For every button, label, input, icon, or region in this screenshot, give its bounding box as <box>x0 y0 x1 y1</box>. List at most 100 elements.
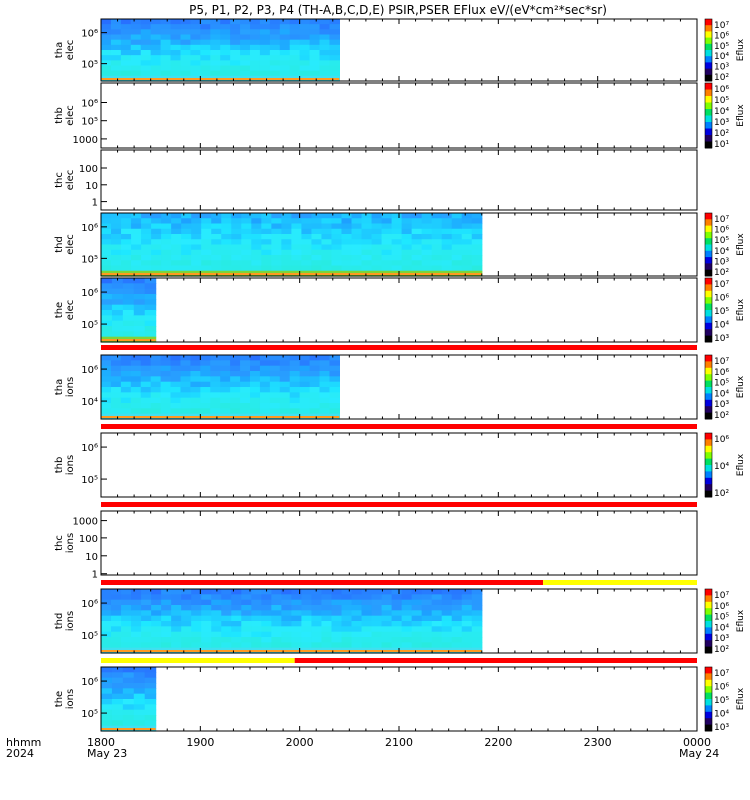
heatmap-cell <box>170 403 182 409</box>
heatmap-cell <box>281 213 292 219</box>
heatmap-cell <box>279 387 291 393</box>
heatmap-cell <box>451 255 463 261</box>
colorbar-segment <box>705 135 712 142</box>
colorbar-tick-label: 10⁴ <box>714 710 729 720</box>
heatmap-cell <box>341 249 353 256</box>
x-tick-label: 0000 <box>683 736 711 749</box>
heatmap-cell <box>161 599 172 606</box>
heatmap-cell <box>361 599 373 606</box>
heatmap-cell <box>341 599 353 606</box>
heatmap-cell <box>240 403 251 409</box>
heatmap-cell <box>281 626 292 633</box>
heatmap-cell <box>331 631 343 638</box>
heatmap-cell <box>101 688 113 695</box>
heatmap-cell <box>161 594 172 601</box>
heatmap-cell <box>161 239 172 246</box>
heatmap-cell <box>391 594 403 601</box>
heatmap-cell <box>311 589 323 595</box>
heatmap-cell <box>161 265 172 272</box>
colorbar-tick-label: 10⁷ <box>714 21 729 31</box>
heatmap-cell <box>381 255 393 261</box>
heatmap-cell <box>311 615 323 622</box>
y-axis-label-probe: thc <box>54 172 65 188</box>
heatmap-cell <box>241 637 252 643</box>
heatmap-cell <box>281 631 292 638</box>
heatmap-cell <box>210 34 221 41</box>
heatmap-cell <box>191 213 202 219</box>
heatmap-cell <box>101 234 112 240</box>
heatmap-cell <box>441 626 453 633</box>
heatmap-cell <box>391 260 403 267</box>
heatmap-cell <box>281 605 292 611</box>
heatmap-cell <box>421 260 433 267</box>
heatmap-cell <box>271 213 282 219</box>
heatmap-cell <box>211 631 222 638</box>
heatmap-cell <box>111 239 122 246</box>
heatmap-cell <box>331 642 343 649</box>
heatmap-cell <box>291 244 303 251</box>
heatmap-cell <box>331 605 343 611</box>
heatmap-cell <box>331 265 343 272</box>
heatmap-cell <box>231 605 242 611</box>
heatmap-cell <box>150 70 162 77</box>
heatmap-cell <box>461 223 473 230</box>
heatmap-cell <box>231 589 242 595</box>
heatmap-cell <box>241 223 252 230</box>
heatmap-cell <box>101 720 113 727</box>
heatmap-cell <box>231 244 242 251</box>
heatmap-cell <box>150 19 162 25</box>
heatmap-cell <box>210 392 221 399</box>
heatmap-cell <box>181 213 192 219</box>
heatmap-cell <box>471 213 483 219</box>
heatmap-cell <box>299 397 311 404</box>
heatmap-cell <box>190 371 201 377</box>
heatmap-cell <box>251 244 262 251</box>
heatmap-cell <box>101 244 112 251</box>
heatmap-cell <box>311 244 323 251</box>
heatmap-cell <box>241 234 252 240</box>
heatmap-cell <box>240 39 251 46</box>
heatmap-cell <box>140 34 152 41</box>
heatmap-cell <box>289 34 301 41</box>
heatmap-cell <box>180 403 191 409</box>
heatmap-cell <box>279 39 291 46</box>
heatmap-cell <box>341 218 353 225</box>
heatmap-cell <box>160 376 172 383</box>
heatmap-cell <box>461 589 473 595</box>
heatmap-cell <box>251 223 262 230</box>
heatmap-cell <box>250 34 261 41</box>
heatmap-cell <box>361 642 373 649</box>
heatmap-cell <box>180 397 191 404</box>
colorbar-segment <box>705 601 712 609</box>
heatmap-cell <box>181 255 192 261</box>
heatmap-cell <box>401 637 413 643</box>
y-tick-label: 10⁶ <box>81 288 98 299</box>
heatmap-cell <box>221 228 232 235</box>
heatmap-cell <box>144 667 157 673</box>
heatmap-cell <box>269 50 281 56</box>
heatmap-cell <box>111 642 122 649</box>
heatmap-cell <box>441 249 453 256</box>
colorbar-tick-label: 10⁶ <box>714 368 729 378</box>
heatmap-cell <box>181 218 192 225</box>
heatmap-cell <box>160 44 172 51</box>
heatmap-cell <box>201 594 212 601</box>
heatmap-cell <box>279 50 291 56</box>
heatmap-cell <box>269 360 281 367</box>
y-axis-label-probe: thc <box>54 535 65 551</box>
heatmap-cell <box>421 610 433 617</box>
heatmap-cell <box>144 709 157 716</box>
heatmap-cell <box>133 331 146 338</box>
heatmap-cell <box>101 70 112 77</box>
heatmap-cell <box>431 223 443 230</box>
date-label-start: May 23 <box>87 747 127 760</box>
heatmap-cell <box>411 234 423 240</box>
heatmap-cell <box>160 365 172 372</box>
heatmap-cell <box>421 626 433 633</box>
heatmap-cell <box>381 218 393 225</box>
colorbar-tick-label: 10⁵ <box>714 307 729 317</box>
heatmap-cell <box>201 637 212 643</box>
heatmap-cell <box>461 642 473 649</box>
heatmap-cell <box>289 55 301 61</box>
heatmap-cell <box>141 642 152 649</box>
